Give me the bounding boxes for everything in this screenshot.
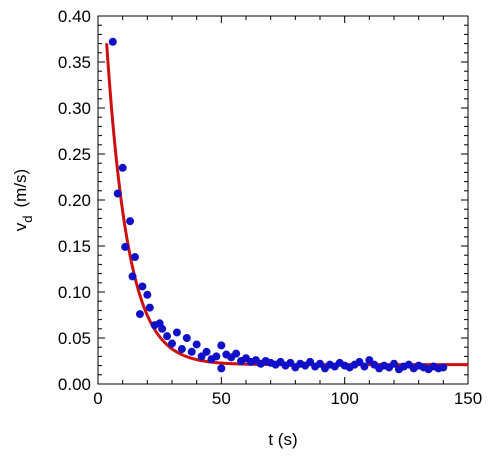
data-point bbox=[135, 310, 144, 319]
ticks bbox=[97, 15, 469, 385]
x-tick-label: 50 bbox=[212, 389, 231, 408]
data-point bbox=[121, 242, 130, 251]
data-point bbox=[217, 364, 226, 373]
data-point bbox=[172, 328, 181, 337]
data-point bbox=[182, 334, 191, 342]
data-point bbox=[131, 253, 139, 262]
data-point bbox=[128, 272, 137, 281]
y-tick-label: 0.15 bbox=[58, 237, 91, 256]
y-tick-label: 0.35 bbox=[58, 53, 91, 72]
data-point bbox=[187, 347, 196, 356]
x-axis-label: t (s) bbox=[268, 430, 297, 449]
data-point bbox=[118, 163, 127, 172]
y-tick-label: 0.25 bbox=[58, 145, 91, 164]
data-point bbox=[163, 332, 172, 341]
points-layer bbox=[108, 37, 448, 374]
y-tick-label: 0.00 bbox=[58, 375, 91, 394]
data-point bbox=[108, 37, 117, 46]
data-point bbox=[138, 282, 147, 291]
data-point bbox=[360, 362, 369, 371]
data-point bbox=[168, 339, 176, 348]
y-tick-label: 0.10 bbox=[58, 283, 91, 302]
x-tick-label: 0 bbox=[93, 389, 102, 408]
y-tick-label: 0.20 bbox=[58, 191, 91, 210]
data-point bbox=[158, 324, 167, 333]
data-point bbox=[143, 290, 152, 299]
data-point bbox=[145, 303, 154, 312]
data-point bbox=[232, 349, 241, 358]
y-tick-label: 0.30 bbox=[58, 99, 91, 118]
fit-layer bbox=[105, 43, 468, 367]
y-axis-label: vd (m/s) bbox=[11, 169, 35, 231]
data-point bbox=[439, 363, 448, 372]
data-point bbox=[126, 217, 135, 226]
data-point bbox=[212, 352, 221, 361]
data-point bbox=[202, 347, 211, 356]
y-axis-label-main: v bbox=[11, 222, 30, 231]
x-tick-labels: 0 50 100 150 bbox=[93, 389, 482, 408]
y-tick-label: 0.40 bbox=[58, 7, 91, 26]
data-point bbox=[217, 341, 226, 350]
x-tick-label: 150 bbox=[454, 389, 482, 408]
data-point bbox=[390, 359, 398, 368]
y-axis-label-sub: d bbox=[20, 215, 35, 222]
x-tick-label: 100 bbox=[330, 389, 358, 408]
y-tick-label: 0.05 bbox=[58, 329, 91, 348]
data-point bbox=[192, 340, 201, 349]
data-point bbox=[177, 345, 186, 354]
data-point bbox=[113, 189, 122, 198]
y-tick-labels: 0.00 0.05 0.10 0.15 0.20 0.25 0.30 0.35 0.40 bbox=[58, 7, 91, 394]
y-axis-label-unit: (m/s) bbox=[11, 169, 30, 208]
plot-area bbox=[97, 15, 469, 385]
fit-curve bbox=[105, 43, 468, 367]
